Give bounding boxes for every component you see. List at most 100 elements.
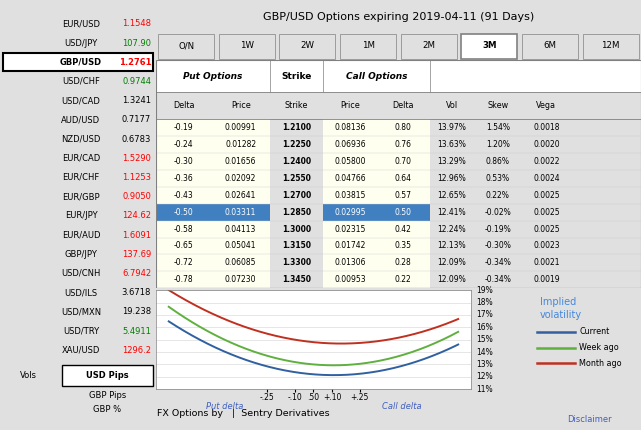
Text: 0.05041: 0.05041: [225, 241, 256, 250]
Text: 0.02092: 0.02092: [225, 174, 256, 183]
Text: 12.09%: 12.09%: [437, 275, 466, 284]
Text: 1.3000: 1.3000: [282, 224, 311, 233]
Text: 0.6783: 0.6783: [122, 135, 151, 144]
Text: 2W: 2W: [301, 41, 314, 50]
Bar: [156, 204, 270, 221]
Text: 18%: 18%: [476, 298, 493, 307]
Text: 16%: 16%: [476, 323, 493, 332]
Text: 1.2850: 1.2850: [282, 208, 311, 217]
Text: Vega: Vega: [537, 101, 556, 110]
Text: -0.36: -0.36: [174, 174, 194, 183]
Bar: [323, 136, 430, 153]
Text: AUD/USD: AUD/USD: [62, 115, 101, 124]
Text: 0.01282: 0.01282: [225, 140, 256, 149]
Text: 12M: 12M: [601, 41, 620, 50]
Text: 1.2400: 1.2400: [282, 157, 311, 166]
Text: 3M: 3M: [482, 41, 497, 50]
Text: 19.238: 19.238: [122, 307, 151, 316]
Text: Price: Price: [231, 101, 251, 110]
Text: USD/CNH: USD/CNH: [62, 269, 101, 278]
Text: Strike: Strike: [281, 72, 312, 81]
Bar: [340, 34, 396, 59]
Text: Put Options: Put Options: [183, 72, 242, 81]
Text: EUR/CHF: EUR/CHF: [62, 173, 99, 182]
Bar: [219, 34, 274, 59]
Bar: [156, 271, 270, 288]
Text: 15%: 15%: [476, 335, 493, 344]
Bar: [522, 34, 578, 59]
Text: 0.0019: 0.0019: [533, 275, 560, 284]
Text: -0.43: -0.43: [174, 191, 194, 200]
Text: Vols: Vols: [19, 372, 37, 380]
Text: 0.02315: 0.02315: [334, 224, 365, 233]
Text: 1.2550: 1.2550: [282, 174, 311, 183]
Text: 0.01742: 0.01742: [334, 241, 365, 250]
Text: 0.0021: 0.0021: [533, 258, 560, 267]
Text: 0.0020: 0.0020: [533, 140, 560, 149]
Text: Skew: Skew: [487, 101, 508, 110]
Text: 0.80: 0.80: [395, 123, 412, 132]
Text: 0.01656: 0.01656: [225, 157, 256, 166]
Text: 12.41%: 12.41%: [437, 208, 466, 217]
Text: 0.9744: 0.9744: [122, 77, 151, 86]
Text: Disclaimer: Disclaimer: [567, 415, 612, 424]
Text: 0.57: 0.57: [395, 191, 412, 200]
Text: USD/ILS: USD/ILS: [65, 288, 97, 297]
Text: 0.7177: 0.7177: [122, 115, 151, 124]
Text: 0.01306: 0.01306: [334, 258, 365, 267]
Text: Implied: Implied: [540, 297, 576, 307]
Text: O/N: O/N: [178, 41, 194, 50]
Text: 1.2700: 1.2700: [282, 191, 311, 200]
Text: 0.00991: 0.00991: [225, 123, 256, 132]
Text: 13.63%: 13.63%: [437, 140, 466, 149]
Text: -0.24: -0.24: [174, 140, 194, 149]
Text: -0.58: -0.58: [174, 224, 194, 233]
Text: EUR/GBP: EUR/GBP: [62, 192, 100, 201]
Text: EUR/AUD: EUR/AUD: [62, 230, 100, 240]
Bar: [3, 53, 153, 71]
Text: 14%: 14%: [476, 347, 493, 356]
Text: 3.6718: 3.6718: [122, 288, 151, 297]
Text: Vol: Vol: [445, 101, 458, 110]
Bar: [323, 204, 430, 221]
Text: Month ago: Month ago: [579, 359, 622, 368]
Text: Week ago: Week ago: [579, 343, 619, 352]
Text: 0.53%: 0.53%: [486, 174, 510, 183]
Text: 0.64: 0.64: [395, 174, 412, 183]
Text: 0.70: 0.70: [395, 157, 412, 166]
Bar: [158, 34, 214, 59]
Text: 1.3241: 1.3241: [122, 96, 151, 105]
Text: 19%: 19%: [476, 286, 493, 295]
Text: 5.4911: 5.4911: [122, 326, 151, 335]
Text: 1296.2: 1296.2: [122, 346, 151, 355]
Text: 107.90: 107.90: [122, 39, 151, 48]
Text: -0.72: -0.72: [174, 258, 194, 267]
Text: 0.50: 0.50: [395, 208, 412, 217]
Text: 0.22%: 0.22%: [486, 191, 510, 200]
Text: 0.35: 0.35: [395, 241, 412, 250]
Bar: [156, 170, 270, 187]
Text: GBP/USD Options expiring 2019-04-11 (91 Days): GBP/USD Options expiring 2019-04-11 (91 …: [263, 12, 534, 22]
Text: 13.97%: 13.97%: [437, 123, 466, 132]
Text: GBP Pips: GBP Pips: [89, 391, 126, 400]
Text: EUR/USD: EUR/USD: [62, 19, 100, 28]
Bar: [279, 34, 335, 59]
Text: USD/CHF: USD/CHF: [62, 77, 100, 86]
Text: volatility: volatility: [540, 310, 582, 320]
Bar: [62, 365, 153, 386]
Text: 1.3150: 1.3150: [282, 241, 311, 250]
Text: Price: Price: [340, 101, 360, 110]
Text: Current: Current: [579, 327, 610, 336]
Text: 0.28: 0.28: [395, 258, 412, 267]
Text: 0.04766: 0.04766: [334, 174, 365, 183]
Text: 1.1253: 1.1253: [122, 173, 151, 182]
Text: Delta: Delta: [392, 101, 414, 110]
Text: 1.1548: 1.1548: [122, 19, 151, 28]
Text: 0.06085: 0.06085: [225, 258, 256, 267]
Text: USD/MXN: USD/MXN: [61, 307, 101, 316]
Text: 0.9050: 0.9050: [122, 192, 151, 201]
Text: -0.78: -0.78: [174, 275, 194, 284]
Text: 6.7942: 6.7942: [122, 269, 151, 278]
Bar: [462, 34, 517, 59]
Text: 0.0023: 0.0023: [533, 241, 560, 250]
